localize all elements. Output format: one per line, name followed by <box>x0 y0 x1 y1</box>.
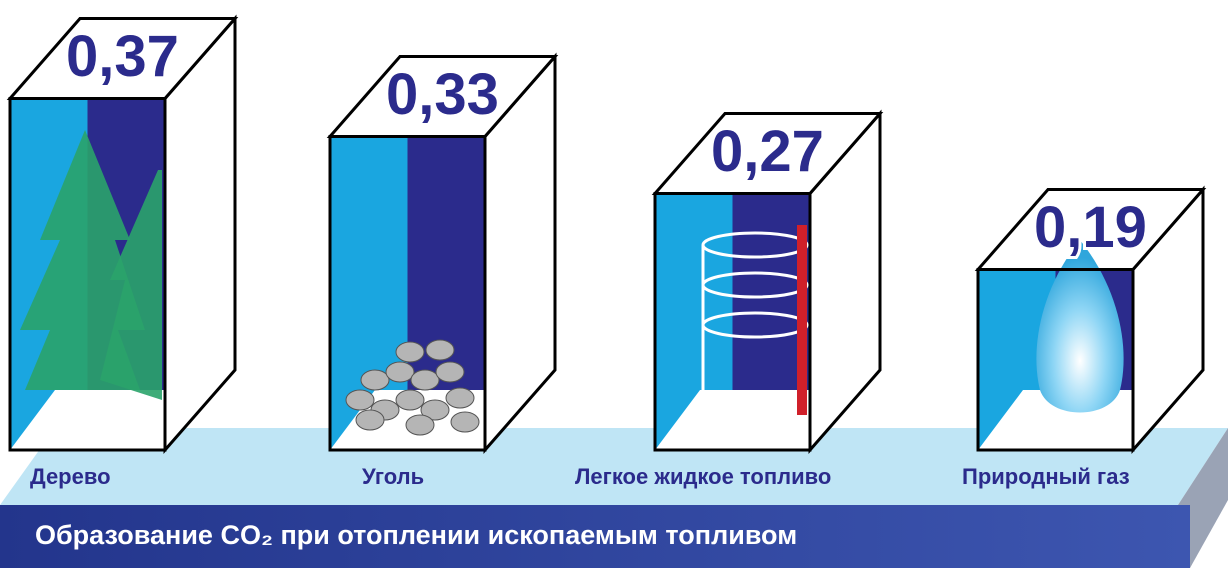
boxes <box>6 14 1207 454</box>
title-band <box>0 505 1190 568</box>
chart-title: Образование CO₂ при отоплении ископаемым… <box>35 520 797 550</box>
value-label: 0,27 <box>711 119 824 184</box>
barrel-icon <box>701 231 809 405</box>
bar <box>8 97 167 452</box>
box-floor <box>10 390 165 450</box>
floor-bevel <box>1178 428 1228 568</box>
x-tick-label: Уголь <box>362 464 424 489</box>
x-tick-label: Дерево <box>30 464 111 489</box>
flame-icon <box>1036 240 1124 413</box>
value-label: 0,37 <box>66 24 179 89</box>
box-floor <box>655 390 810 450</box>
barrel-stripe <box>797 225 807 415</box>
bar <box>976 268 1135 452</box>
bar <box>328 135 487 452</box>
bar <box>653 192 812 452</box>
x-tick-label: Природный газ <box>962 464 1130 489</box>
coal-icon <box>345 339 480 436</box>
floor <box>0 428 1228 505</box>
decorations <box>20 130 1124 436</box>
tree-icon <box>100 170 162 400</box>
value-label: 0,33 <box>386 62 499 127</box>
value-label: 0,19 <box>1034 195 1147 260</box>
x-tick-label: Легкое жидкое топливо <box>575 464 831 489</box>
